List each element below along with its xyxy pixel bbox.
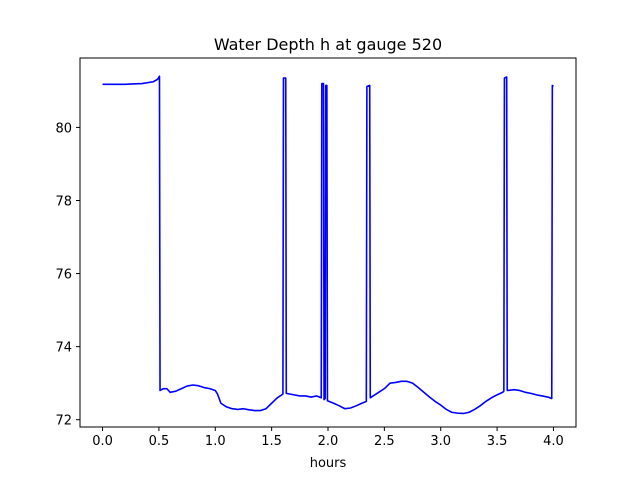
y-tick-label: 78	[55, 194, 72, 209]
y-axis: 72 74 76 78 80	[55, 121, 80, 429]
x-axis-label: hours	[310, 456, 347, 471]
series-line-0	[102, 75, 555, 415]
x-axis: 0.0 0.5 1.0 1.5 2.0 2.5 3.0 3.5 4.0	[92, 427, 564, 449]
x-tick-label: 0.5	[149, 434, 170, 449]
x-tick-label: 0.0	[92, 434, 113, 449]
y-tick-label: 72	[55, 414, 72, 429]
y-tick-label: 74	[55, 341, 72, 356]
plot-series	[102, 75, 555, 415]
x-tick-label: 4.0	[543, 434, 564, 449]
y-tick-label: 80	[55, 121, 72, 136]
x-tick-label: 3.0	[430, 434, 451, 449]
x-tick-label: 1.0	[205, 434, 226, 449]
chart-title: Water Depth h at gauge 520	[214, 35, 442, 54]
y-tick-label: 76	[55, 268, 72, 283]
x-tick-label: 1.5	[261, 434, 282, 449]
x-tick-label: 2.0	[318, 434, 339, 449]
x-tick-label: 2.5	[374, 434, 395, 449]
x-tick-label: 3.5	[487, 434, 508, 449]
